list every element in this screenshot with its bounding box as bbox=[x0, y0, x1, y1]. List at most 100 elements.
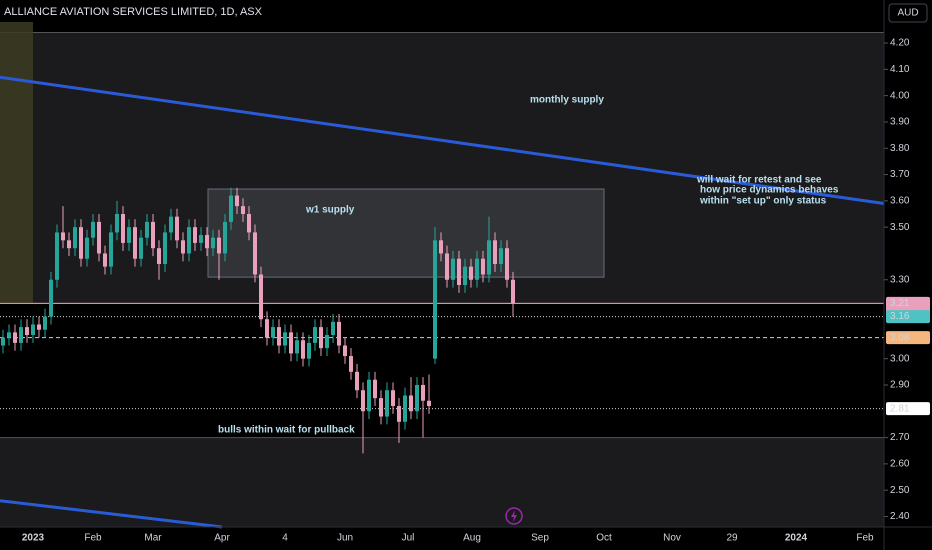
candle-body bbox=[385, 390, 389, 417]
annotation: monthly supply bbox=[530, 95, 604, 106]
candle-body bbox=[403, 395, 407, 422]
candle-body bbox=[481, 258, 485, 275]
candle-body bbox=[463, 266, 467, 286]
x-tick-label: 29 bbox=[726, 533, 738, 544]
x-tick-label: 2024 bbox=[785, 533, 808, 544]
y-tick-label: 4.00 bbox=[890, 90, 910, 101]
candle-body bbox=[259, 274, 263, 320]
candle-body bbox=[409, 395, 413, 412]
price-label-bg bbox=[886, 310, 930, 324]
candle-body bbox=[115, 214, 119, 233]
candle-body bbox=[61, 232, 65, 241]
candle-body bbox=[145, 221, 149, 238]
trendline bbox=[0, 499, 223, 529]
candle-body bbox=[217, 237, 221, 254]
candle-body bbox=[349, 356, 353, 372]
y-tick-label: 3.80 bbox=[890, 143, 910, 154]
candle-body bbox=[67, 240, 71, 249]
candle-body bbox=[49, 279, 53, 317]
candle-body bbox=[367, 379, 371, 412]
candle-body bbox=[97, 221, 101, 254]
candle-body bbox=[37, 324, 41, 330]
y-tick-label: 3.50 bbox=[890, 222, 910, 233]
price-label: 3.21 bbox=[890, 298, 910, 309]
candle-body bbox=[415, 384, 419, 412]
y-tick-label: 3.60 bbox=[890, 195, 910, 206]
candle-body bbox=[19, 327, 23, 343]
candle-body bbox=[313, 327, 317, 343]
candle-body bbox=[199, 235, 203, 243]
price-label-bg bbox=[886, 402, 930, 416]
candle-body bbox=[79, 227, 83, 259]
candle-body bbox=[499, 248, 503, 264]
x-tick-label: Jun bbox=[337, 533, 353, 544]
x-tick-label: Mar bbox=[144, 533, 162, 544]
shaded-band bbox=[0, 437, 884, 527]
highlight-box bbox=[0, 22, 33, 304]
candle-body bbox=[109, 232, 113, 267]
x-tick-label: Aug bbox=[463, 533, 481, 544]
candle-body bbox=[493, 240, 497, 264]
price-label: 2.81 bbox=[890, 403, 910, 414]
candle-body bbox=[433, 240, 437, 359]
candle-body bbox=[175, 216, 179, 241]
zone-label: w1 supply bbox=[305, 205, 355, 216]
candle-body bbox=[307, 342, 311, 359]
y-tick-label: 3.70 bbox=[890, 169, 910, 180]
x-tick-label: Feb bbox=[856, 533, 874, 544]
candle-body bbox=[265, 319, 269, 338]
candle-body bbox=[211, 237, 215, 249]
candle-body bbox=[229, 195, 233, 222]
candle-body bbox=[505, 248, 509, 280]
candle-body bbox=[283, 332, 287, 346]
annotation: bulls within wait for pullback bbox=[218, 425, 355, 436]
price-label: 3.16 bbox=[890, 311, 910, 322]
y-tick-label: 2.90 bbox=[890, 380, 910, 391]
candle-body bbox=[163, 232, 167, 264]
event-icon-bolt bbox=[511, 510, 517, 522]
currency-label[interactable]: AUD bbox=[897, 8, 918, 19]
y-tick-label: 2.50 bbox=[890, 485, 910, 496]
candle-body bbox=[451, 258, 455, 280]
candle-body bbox=[121, 214, 125, 243]
candle-body bbox=[247, 214, 251, 233]
candle-body bbox=[319, 327, 323, 349]
event-icon[interactable] bbox=[505, 507, 523, 525]
candle-body bbox=[445, 253, 449, 280]
candle-body bbox=[205, 235, 209, 249]
annotation: how price dynamics behaves bbox=[700, 185, 839, 196]
candle-body bbox=[13, 332, 17, 343]
candle-body bbox=[91, 221, 95, 238]
x-tick-label: 2023 bbox=[22, 533, 45, 544]
candle-body bbox=[181, 240, 185, 254]
candle-body bbox=[187, 227, 191, 254]
annotation: within "set up" only status bbox=[699, 196, 827, 207]
candle-body bbox=[277, 327, 281, 346]
plot-area: w1 supply bbox=[0, 22, 885, 529]
candle-body bbox=[289, 332, 293, 354]
candle-body bbox=[511, 279, 515, 304]
candle-body bbox=[475, 258, 479, 280]
candle-body bbox=[73, 227, 77, 249]
trendline bbox=[0, 75, 885, 205]
candle-body bbox=[397, 406, 401, 422]
candle-body bbox=[295, 340, 299, 354]
candle-body bbox=[43, 316, 47, 330]
x-tick-label: 4 bbox=[282, 533, 288, 544]
candle-body bbox=[235, 195, 239, 207]
x-tick-label: Oct bbox=[596, 533, 612, 544]
candle-body bbox=[355, 371, 359, 391]
candle-body bbox=[127, 227, 131, 243]
candle-body bbox=[1, 337, 5, 346]
candle-body bbox=[7, 332, 11, 338]
chart-title: ALLIANCE AVIATION SERVICES LIMITED, 1D, … bbox=[4, 6, 263, 18]
x-tick-label: Jul bbox=[402, 533, 415, 544]
y-tick-label: 2.60 bbox=[890, 459, 910, 470]
x-tick-label: Feb bbox=[84, 533, 102, 544]
currency-button[interactable] bbox=[888, 3, 928, 23]
candle-body bbox=[469, 266, 473, 280]
candle-body bbox=[103, 253, 107, 267]
y-tick-label: 2.40 bbox=[890, 511, 910, 522]
candle-body bbox=[193, 227, 197, 243]
